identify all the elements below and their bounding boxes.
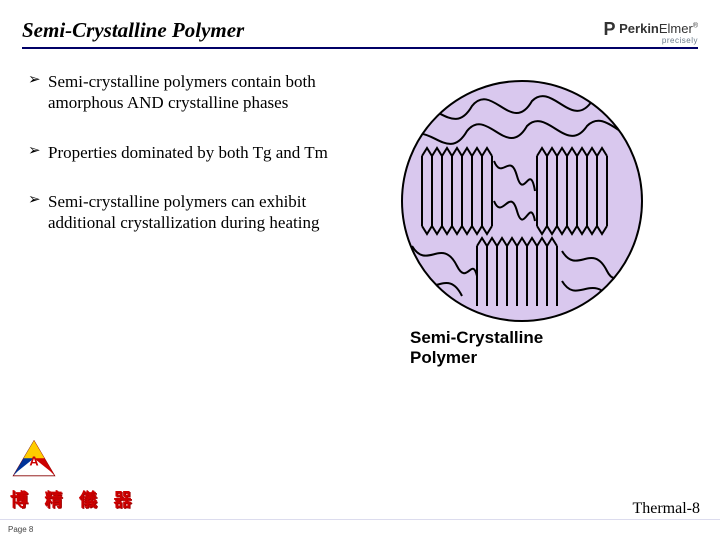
slide-header: Semi-Crystalline Polymer P PerkinElmer® … <box>22 18 698 49</box>
slide-title: Semi-Crystalline Polymer <box>22 18 244 43</box>
logo-elmer: Elmer <box>659 21 693 36</box>
svg-text:A: A <box>29 453 38 468</box>
caption-line2: Polymer <box>410 348 477 367</box>
diagram-caption: Semi-Crystalline Polymer <box>410 328 543 369</box>
bullet-item: Semi-crystalline polymers contain both a… <box>22 71 352 114</box>
logo-mark: P <box>603 20 615 38</box>
bullet-list: Semi-crystalline polymers contain both a… <box>22 71 362 261</box>
bullet-item: Properties dominated by both Tg and Tm <box>22 142 352 163</box>
page-number: Page 8 <box>8 525 33 534</box>
caption-line1: Semi-Crystalline <box>410 328 543 347</box>
triangle-logo-icon: A <box>10 439 58 479</box>
bullet-item: Semi-crystalline polymers can exhibit ad… <box>22 191 352 234</box>
footer-divider <box>0 519 720 520</box>
thermal-page-label: Thermal-8 <box>632 500 700 518</box>
logo-tagline: precisely <box>603 37 698 45</box>
polymer-diagram <box>362 71 698 261</box>
logo-perkin: Perkin <box>619 21 659 36</box>
perkinelmer-logo: P PerkinElmer® precisely <box>603 18 698 45</box>
footer-logo: A 博 精 儀 器 <box>10 439 138 512</box>
polymer-circle-svg <box>382 61 662 341</box>
footer-chinese-text: 博 精 儀 器 <box>10 486 138 512</box>
